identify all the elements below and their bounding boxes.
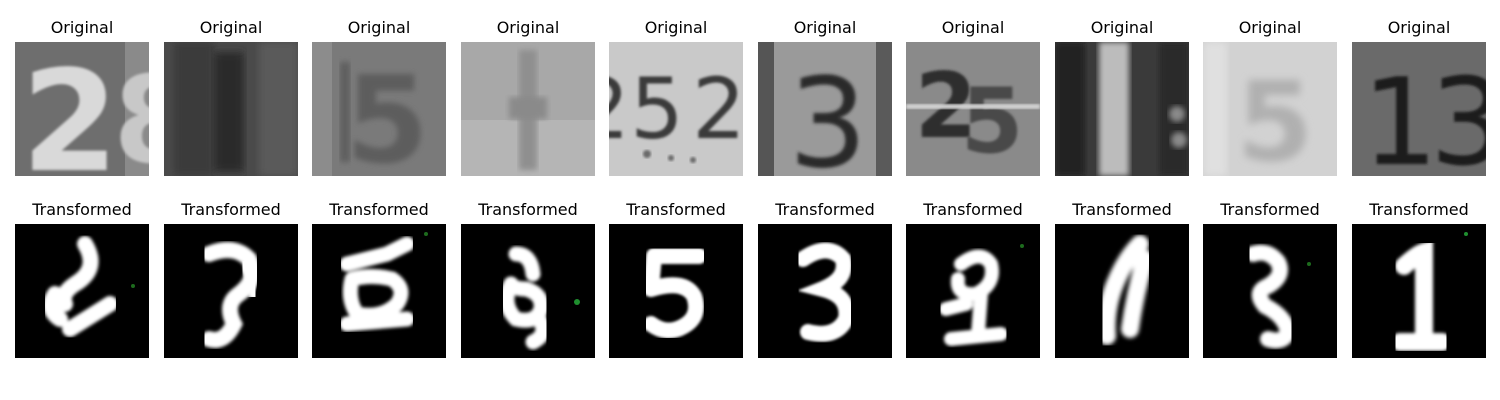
original-digit-image [461,42,595,176]
panel-title: Original [1090,18,1154,37]
svg-text:2: 2 [609,60,630,158]
transformed-digit-image [906,224,1040,358]
panel-title: Transformed [1220,200,1320,219]
transformed-digit-image [461,224,595,358]
original-digit-image: 3 [758,42,892,176]
original-digit-image: 2 8 [15,42,149,176]
panel-title: Transformed [1072,200,1172,219]
svg-text:5: 5 [1237,58,1314,176]
svg-text:1: 1 [1362,54,1438,176]
svg-text:5: 5 [345,52,429,176]
panel-title: Transformed [478,200,578,219]
panel-title: Transformed [1369,200,1469,219]
svg-text:5: 5 [630,60,683,158]
original-digit-image: 2 5 [906,42,1040,176]
panel-title: Transformed [32,200,132,219]
transformed-digit-image [1055,224,1189,358]
panel-title: Original [496,18,560,37]
panel-title: Original [941,18,1005,37]
panel-title: Original [199,18,263,37]
svg-text:3: 3 [789,52,868,176]
panel-title: Original [347,18,411,37]
panel-title: Original [793,18,857,37]
transformed-digit-image [15,224,149,358]
svg-text:2: 2 [692,60,743,158]
transformed-digit-image [164,224,298,358]
transformed-digit-image [609,224,743,358]
svg-text:3: 3 [1430,54,1486,176]
panel-title: Original [50,18,114,37]
panel-title: Transformed [775,200,875,219]
original-digit-image: 5 [1203,42,1337,176]
panel-title: Transformed [181,200,281,219]
svg-text:8: 8 [113,52,149,176]
original-digit-image [164,42,298,176]
panel-title: Transformed [626,200,726,219]
original-digit-image: 2 5 2 [609,42,743,176]
panel-title: Original [644,18,708,37]
panel-title: Original [1238,18,1302,37]
transformed-digit-image [1203,224,1337,358]
svg-text:5: 5 [961,69,1024,174]
transformed-digit-image [758,224,892,358]
transformed-digit-image [1352,224,1486,358]
original-digit-image: 1 3 [1352,42,1486,176]
original-digit-image [1055,42,1189,176]
transformed-digit-image [312,224,446,358]
panel-title: Transformed [329,200,429,219]
svg-text:2: 2 [21,42,118,176]
original-digit-image: 5 [312,42,446,176]
panel-title: Transformed [923,200,1023,219]
panel-title: Original [1387,18,1451,37]
